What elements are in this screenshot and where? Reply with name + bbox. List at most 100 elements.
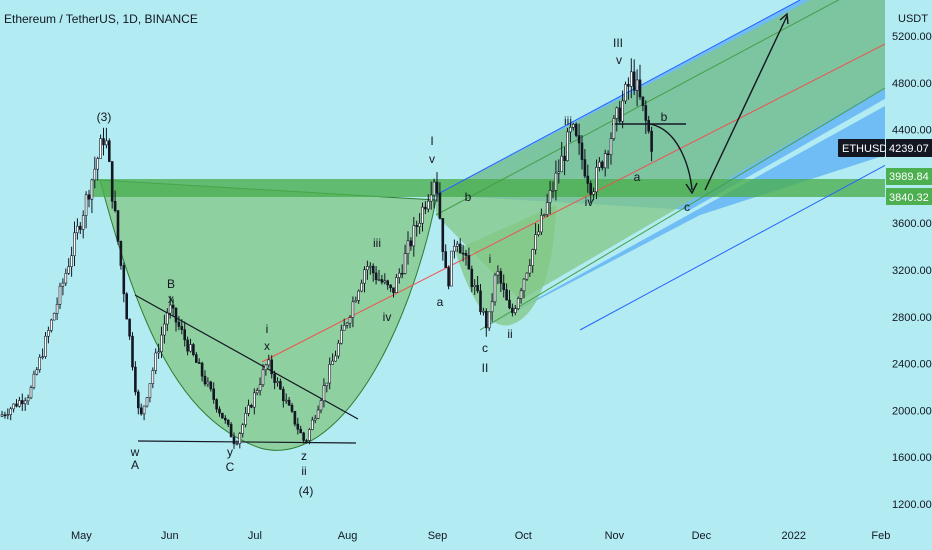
candle-body [258, 384, 262, 391]
candle-body [548, 190, 552, 203]
candle-body [119, 240, 123, 266]
candle-body [87, 194, 91, 200]
projection-arrowhead-up [779, 12, 789, 25]
last-price-value: 4239.07 [889, 143, 929, 155]
candle-body [513, 308, 517, 313]
candle-body [603, 153, 607, 169]
candle-body [264, 364, 268, 371]
candle-body [200, 362, 204, 377]
last-price-tag[interactable]: ETHUSDT 4239.07 [838, 139, 932, 157]
wave-label: ii [301, 464, 306, 478]
candle-body [244, 413, 247, 426]
candle-body [508, 299, 511, 309]
candle-body [473, 284, 477, 288]
pitchfork-inner-channel-upper [436, 0, 860, 215]
candle-body [545, 202, 549, 215]
candle-body [15, 403, 18, 407]
candle-body [490, 301, 494, 313]
wave-label: c [684, 200, 690, 214]
candle-body [450, 250, 453, 287]
candle-body [73, 232, 76, 257]
candle-body [511, 307, 514, 313]
candle-body [76, 225, 79, 234]
candle-body [177, 321, 181, 327]
price-tick-label: 1200.00 [892, 499, 932, 511]
time-tick-label: Jul [248, 530, 262, 542]
cup-shape [99, 179, 437, 451]
candle-body [644, 105, 648, 121]
candle-body [166, 312, 169, 325]
candle-body [6, 414, 10, 416]
candle-body [296, 423, 300, 430]
time-tick-label: May [71, 530, 92, 542]
candle-body [55, 304, 59, 314]
candle-body [64, 273, 68, 284]
candle-body [319, 400, 323, 411]
trendline-support [137, 440, 357, 444]
candle-body [299, 428, 303, 434]
candle-body [334, 355, 337, 362]
candle-body [438, 192, 442, 219]
candle-body [528, 265, 532, 274]
candle-body [412, 225, 416, 247]
candle-body [151, 370, 155, 384]
candle-body [624, 84, 627, 102]
candle-body [142, 405, 146, 415]
candle-body [476, 284, 479, 292]
candle-body [589, 183, 593, 195]
candle-body [516, 298, 520, 309]
candle-body [102, 138, 105, 146]
candle-body [18, 400, 21, 407]
candle-body [566, 131, 569, 161]
price-tick-label: 2800.00 [892, 312, 932, 324]
wave-label: i [266, 322, 269, 336]
candle-body [26, 397, 30, 402]
candle-body [499, 271, 503, 284]
candle-body [247, 405, 250, 414]
candle-body [96, 158, 99, 170]
price-tick-label: 5200.00 [892, 31, 932, 43]
time-tick-label: Oct [515, 530, 532, 542]
candle-body [52, 313, 56, 321]
candle-body [281, 388, 285, 401]
wave-label: iii [564, 114, 572, 128]
candle-body [180, 326, 184, 330]
channel-lower-line [579, 139, 932, 331]
candle-body [139, 407, 143, 415]
wave-label: (4) [299, 484, 314, 498]
candle-body [174, 307, 178, 323]
candle-body [377, 279, 381, 281]
candle-body [409, 240, 413, 247]
candle-body [276, 381, 279, 383]
candle-body [105, 140, 108, 146]
wave-label: i [489, 252, 492, 266]
candle-body [131, 335, 134, 368]
time-axis-ticks: May Jun Jul Aug Sep Oct Nov Dec 2022 Feb [71, 530, 890, 542]
candle-body [134, 366, 137, 393]
price-tick-label: 3600.00 [892, 218, 932, 230]
candle-body [432, 181, 436, 196]
candle-body [484, 310, 488, 329]
candle-body [328, 364, 332, 384]
candle-body [305, 440, 308, 442]
time-tick-label: Aug [338, 530, 358, 542]
last-price-symbol: ETHUSDT [842, 143, 894, 155]
time-tick-label: Nov [605, 530, 625, 542]
candle-body [250, 405, 253, 408]
candle-body [261, 369, 265, 385]
candle-body [23, 400, 27, 405]
candle-body [525, 272, 529, 280]
candle-body [342, 325, 346, 331]
candle-body [406, 240, 410, 254]
candle-body [537, 231, 540, 235]
candle-body [461, 252, 465, 255]
candle-body [49, 319, 53, 331]
candle-body [397, 272, 401, 278]
candle-body [192, 344, 195, 355]
candle-body [122, 265, 126, 295]
resistance-zone [93, 179, 885, 197]
candle-body [189, 344, 192, 352]
candle-body [392, 287, 395, 293]
candle-body [224, 417, 227, 421]
zone-bottom-tag: 3840.32 [886, 188, 932, 205]
